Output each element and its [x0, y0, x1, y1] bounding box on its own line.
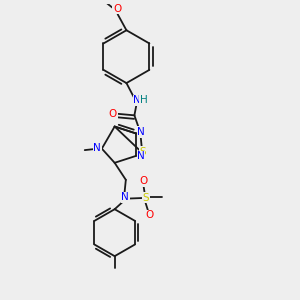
Text: O: O — [109, 109, 117, 119]
Text: N: N — [137, 127, 145, 137]
Text: O: O — [113, 4, 121, 14]
Text: O: O — [140, 176, 148, 186]
Text: N: N — [122, 192, 129, 203]
Text: N: N — [137, 152, 145, 161]
Text: H: H — [140, 95, 147, 105]
Text: S: S — [139, 147, 146, 157]
Text: N: N — [134, 95, 141, 105]
Text: O: O — [145, 210, 154, 220]
Text: N: N — [93, 143, 101, 153]
Text: S: S — [142, 193, 149, 203]
